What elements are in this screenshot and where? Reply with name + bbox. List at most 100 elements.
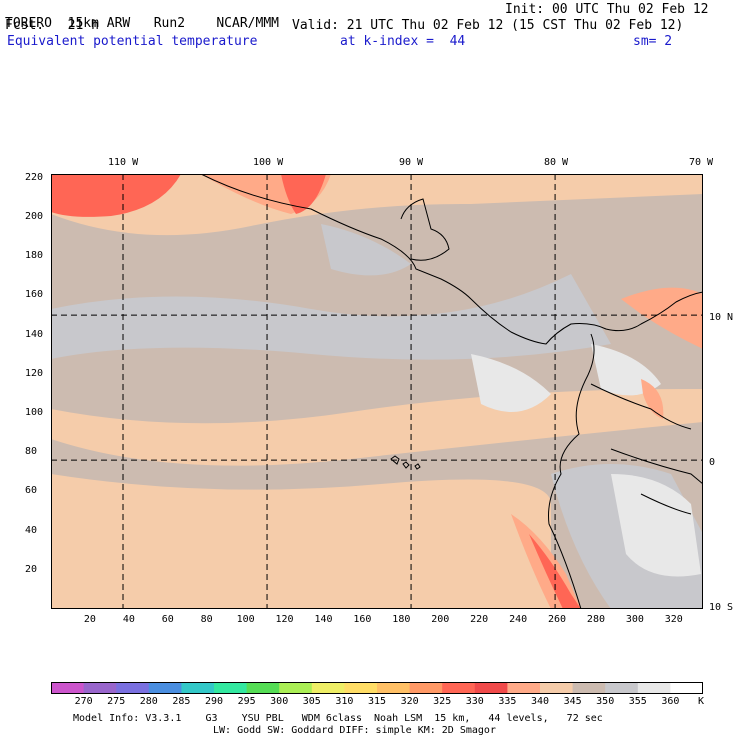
colorbar-label-320: 320 <box>400 696 419 707</box>
map-frame <box>51 174 703 609</box>
colorbar-label-355: 355 <box>628 696 647 707</box>
level-info: at k-index = 44 <box>340 34 466 49</box>
lon-label-110w: 110 W <box>108 157 139 168</box>
theta-e-light-patch-east <box>471 354 551 412</box>
colorbar-label-360: 360 <box>661 696 680 707</box>
theta-e-band-north <box>51 174 703 236</box>
colorbar-label-335: 335 <box>498 696 517 707</box>
colorbar-cell-13 <box>474 682 508 694</box>
theta-e-hot-patch-peru <box>529 534 581 609</box>
colorbar-cell-17 <box>605 682 639 694</box>
model-title: TORERO 15km ARW Run2 NCAR/MMM <box>5 16 279 31</box>
x-tick-300: 300 <box>625 614 644 625</box>
init-time: Init: 00 UTC Thu 02 Feb 12 <box>505 2 709 17</box>
y-tick-40: 40 <box>25 524 38 536</box>
colorbar-cell-0 <box>51 682 85 694</box>
y-tick-160: 160 <box>25 289 44 301</box>
colorbar-cell-14 <box>507 682 541 694</box>
colorbar-label-305: 305 <box>302 696 321 707</box>
coastline-south-america-west <box>548 333 595 609</box>
colorbar <box>51 682 703 694</box>
theta-e-grey-patch-central <box>51 274 611 360</box>
colorbar-frame <box>51 682 703 694</box>
map-plot <box>51 174 703 609</box>
x-tick-160: 160 <box>353 614 372 625</box>
colorbar-cell-15 <box>540 682 574 694</box>
forecast-hour: Fcst. 21 h <box>5 18 99 33</box>
colorbar-label-300: 300 <box>270 696 289 707</box>
colorbar-cell-11 <box>409 682 443 694</box>
theta-e-warm-patch-andes <box>641 379 664 419</box>
y-tick-220: 220 <box>25 171 44 183</box>
colorbar-cell-10 <box>377 682 411 694</box>
colorbar-label-295: 295 <box>237 696 256 707</box>
galapagos-islands <box>390 455 421 470</box>
colorbar-label-310: 310 <box>335 696 354 707</box>
x-tick-280: 280 <box>586 614 605 625</box>
x-tick-40: 40 <box>122 614 135 625</box>
theta-e-band-middle <box>51 388 703 466</box>
colorbar-label-325: 325 <box>433 696 452 707</box>
colorbar-cell-6 <box>246 682 280 694</box>
colorbar-cell-3 <box>148 682 182 694</box>
y-tick-100: 100 <box>25 407 44 419</box>
lat-label-10n: 10 N <box>709 312 734 323</box>
colorbar-label-350: 350 <box>596 696 615 707</box>
y-tick-140: 140 <box>25 328 44 340</box>
colorbar-cell-16 <box>572 682 606 694</box>
x-tick-140: 140 <box>314 614 333 625</box>
colorbar-cell-7 <box>279 682 313 694</box>
model-info-line1: Model Info: V3.3.1 G3 YSU PBL WDM 6class… <box>73 713 603 724</box>
x-tick-180: 180 <box>392 614 411 625</box>
y-tick-80: 80 <box>25 446 38 458</box>
colorbar-cell-18 <box>637 682 671 694</box>
field-name: Equivalent potential temperature <box>7 34 258 49</box>
lon-label-90w: 90 W <box>399 157 424 168</box>
theta-e-warm-patch-venezuela <box>621 287 703 349</box>
x-tick-120: 120 <box>275 614 294 625</box>
x-tick-260: 260 <box>547 614 567 625</box>
theta-e-light-patch-amazon <box>611 474 701 577</box>
coastline-central-america <box>200 174 703 345</box>
political-borders <box>590 383 703 515</box>
colorbar-label-285: 285 <box>172 696 191 707</box>
colorbar-cell-9 <box>344 682 378 694</box>
x-tick-60: 60 <box>161 614 174 625</box>
colorbar-label-330: 330 <box>465 696 484 707</box>
y-tick-200: 200 <box>25 211 44 223</box>
lat-label-10s: 10 S <box>709 602 734 613</box>
lon-label-100w: 100 W <box>253 157 284 168</box>
colorbar-cell-19 <box>670 682 703 694</box>
colorbar-label-280: 280 <box>139 696 158 707</box>
coastline-yucatan <box>400 198 450 261</box>
y-tick-20: 20 <box>25 563 38 575</box>
lat-lon-gridlines <box>51 174 703 609</box>
colorbar-label-345: 345 <box>563 696 582 707</box>
y-tick-60: 60 <box>25 485 38 497</box>
colorbar-cell-2 <box>116 682 150 694</box>
x-tick-320: 320 <box>664 614 683 625</box>
x-tick-200: 200 <box>431 614 450 625</box>
colorbar-cell-8 <box>311 682 345 694</box>
theta-e-hot-patch-northwest <box>51 174 181 217</box>
x-tick-80: 80 <box>200 614 213 625</box>
colorbar-label-270: 270 <box>74 696 93 707</box>
colorbar-unit: K <box>698 696 705 707</box>
colorbar-cell-5 <box>214 682 248 694</box>
theta-e-hot-patch-mexico <box>281 174 326 214</box>
colorbar-label-275: 275 <box>107 696 126 707</box>
lat-label-0: 0 <box>709 457 716 468</box>
y-tick-120: 120 <box>25 367 44 379</box>
colorbar-cell-4 <box>181 682 215 694</box>
x-tick-100: 100 <box>236 614 255 625</box>
x-tick-240: 240 <box>509 614 528 625</box>
theta-e-grey-patch-north <box>321 224 411 276</box>
x-tick-220: 220 <box>470 614 489 625</box>
lon-label-80w: 80 W <box>544 157 569 168</box>
theta-e-band-south <box>51 474 551 609</box>
y-tick-180: 180 <box>25 250 44 262</box>
colorbar-label-290: 290 <box>204 696 224 707</box>
lon-label-70w: 70 W <box>689 157 714 168</box>
colorbar-label-340: 340 <box>530 696 550 707</box>
colorbar-label-315: 315 <box>367 696 387 707</box>
